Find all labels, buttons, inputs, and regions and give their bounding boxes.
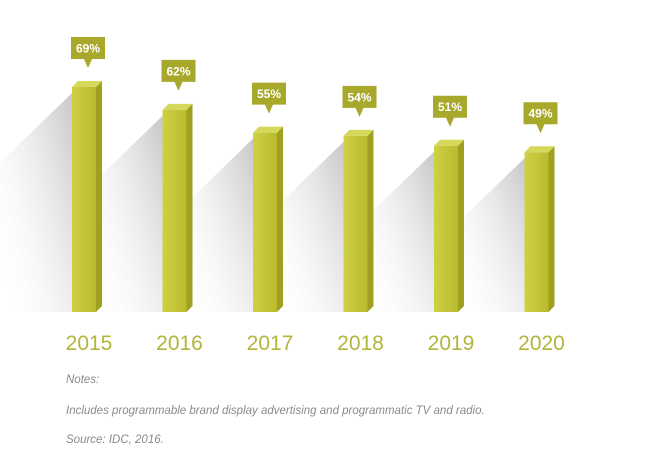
bar-side-2017	[277, 126, 283, 312]
bar-side-2020	[548, 146, 555, 312]
year-label-2018: 2018	[337, 332, 384, 355]
bar-top-2020	[524, 146, 555, 153]
source-note: Source: IDC, 2016.	[66, 434, 164, 446]
callout-box-2017	[252, 82, 286, 114]
bar-chart: 69% 62% 55% 54% 51% 49% 2015 2016 2017 2018 2019 2…	[0, 37, 565, 355]
year-label-2016: 2016	[156, 332, 203, 355]
year-label-2017: 2017	[247, 332, 294, 355]
callout-box-2015	[71, 37, 105, 68]
bar-top-2016	[162, 103, 193, 110]
notes-text: Includes programmable brand display adve…	[66, 405, 485, 417]
bar-top-2019	[434, 139, 464, 146]
data-label-2015: 69%	[76, 42, 100, 56]
bar-2017	[253, 132, 277, 312]
callout-box-2020	[523, 102, 558, 134]
bar-side-2018	[367, 129, 374, 312]
year-label-2020: 2020	[518, 332, 565, 355]
year-label-2015: 2015	[66, 332, 113, 355]
bar-2015	[72, 87, 96, 312]
bar-2018	[343, 135, 368, 312]
callout-box-2019	[433, 95, 467, 127]
bar-top-2017	[253, 126, 283, 133]
data-label-2018: 54%	[347, 90, 371, 104]
bar-2016	[162, 109, 187, 313]
bar-top-2015	[72, 81, 102, 87]
bar-2019	[434, 145, 458, 312]
year-label-2019: 2019	[428, 332, 475, 355]
data-label-2020: 49%	[528, 107, 552, 121]
notes-heading: Notes:	[66, 374, 100, 386]
callout-box-2016	[161, 59, 196, 91]
bar-2020	[524, 152, 549, 312]
bar-top-2018	[343, 129, 374, 136]
data-label-2017: 55%	[257, 87, 281, 101]
data-label-2019: 51%	[438, 100, 462, 114]
bar-side-2016	[186, 103, 193, 313]
data-label-2016: 62%	[166, 64, 190, 78]
bar-side-2019	[458, 139, 464, 312]
bar-shadow	[0, 93, 72, 312]
bar-side-2015	[96, 81, 102, 312]
callout-box-2018	[342, 85, 377, 117]
